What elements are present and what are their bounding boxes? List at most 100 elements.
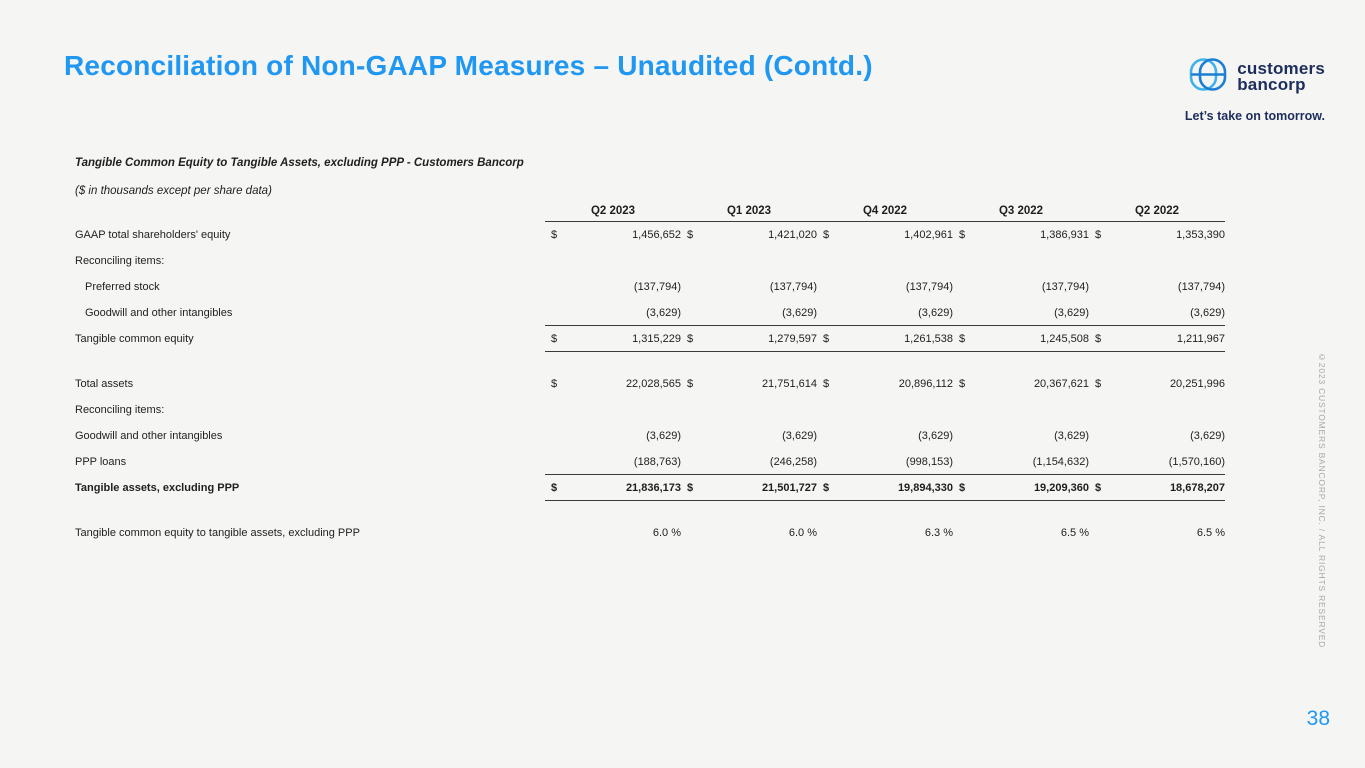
cell-value: (1,154,632) — [1032, 455, 1089, 468]
cell-value: (998,153) — [905, 455, 953, 468]
cell-value: 22,028,565 — [625, 378, 681, 390]
table-cell: (3,629) — [817, 300, 953, 325]
table-cell: (998,153) — [817, 449, 953, 474]
cell-value: (3,629) — [918, 430, 953, 442]
table-title: Tangible Common Equity to Tangible Asset… — [75, 157, 524, 169]
cell-value: 6.0 % — [788, 527, 817, 539]
dollar-sign: $ — [551, 378, 558, 390]
table-row: Tangible assets, excluding PPP $21,836,17… — [75, 475, 1225, 501]
cell-value: 20,251,996 — [1169, 378, 1225, 390]
dollar-sign: $ — [687, 332, 694, 345]
dollar-sign: $ — [823, 229, 830, 241]
table-header-columns: Q2 2023 Q1 2023 Q4 2022 Q3 2022 Q2 2022 — [545, 201, 1225, 222]
row-values: (3,629) (3,629) (3,629) (3,629) (3,629) — [545, 300, 1225, 326]
dollar-sign: $ — [959, 229, 966, 241]
cell-value: 1,353,390 — [1176, 229, 1225, 241]
table-cell: $19,894,330 — [817, 475, 953, 500]
table-spacer — [75, 352, 1225, 371]
row-label: Reconciling items: — [75, 404, 165, 416]
dollar-sign: $ — [687, 229, 694, 241]
cell-value: 6.5 % — [1196, 527, 1225, 539]
column-header: Q3 2022 — [998, 205, 1044, 217]
table-cell: (3,629) — [817, 423, 953, 449]
table-cell: 6.0 % — [545, 520, 681, 546]
table-cell: (3,629) — [953, 423, 1089, 449]
column-header: Q2 2023 — [590, 205, 636, 217]
table-cell: $1,261,538 — [817, 326, 953, 351]
cell-value: (3,629) — [646, 306, 681, 319]
cell-value: 1,402,961 — [904, 229, 953, 241]
row-label: Reconciling items: — [75, 255, 165, 267]
cell-value: 21,836,173 — [625, 481, 681, 494]
table-cell: $1,279,597 — [681, 326, 817, 351]
row-label: Tangible assets, excluding PPP — [75, 482, 240, 494]
table-row: Goodwill and other intangibles (3,629) (3,… — [75, 300, 1225, 326]
table-cell: (3,629) — [545, 300, 681, 325]
row-label: Goodwill and other intangibles — [75, 430, 223, 442]
dollar-sign: $ — [823, 481, 830, 494]
row-values: $1,315,229 $1,279,597 $1,261,538 $1,245,508… — [545, 326, 1225, 352]
brand-logo-row: customers bancorp — [1188, 56, 1325, 98]
dollar-sign: $ — [551, 229, 558, 241]
column-header: Q4 2022 — [862, 205, 908, 217]
dollar-sign: $ — [687, 378, 694, 390]
table-cell: $1,211,967 — [1089, 326, 1225, 351]
customers-bancorp-wordmark: customers bancorp — [1237, 60, 1325, 93]
row-values: $22,028,565 $21,751,614 $20,896,112 $20,367… — [545, 371, 1225, 397]
row-label: PPP loans — [75, 456, 127, 468]
table-cell: (1,570,160) — [1089, 449, 1225, 474]
dollar-sign: $ — [687, 481, 694, 494]
row-label: Tangible common equity — [75, 333, 194, 345]
cell-value: (137,794) — [1177, 281, 1225, 293]
table-cell: (137,794) — [817, 274, 953, 300]
table-row: Tangible common equity $1,315,229 $1,279,5… — [75, 326, 1225, 352]
table-cell: (188,763) — [545, 449, 681, 474]
row-label: Preferred stock — [85, 281, 160, 293]
table-cell: $21,751,614 — [681, 371, 817, 397]
table-cell: $1,402,961 — [817, 222, 953, 248]
table-row: PPP loans (188,763) (246,258) (998,153) (1,1… — [75, 449, 1225, 475]
copyright-vertical-text: ©2023 CUSTOMERS BANCORP, INC. / ALL RIGH… — [1317, 352, 1327, 649]
cell-value: (3,629) — [782, 306, 817, 319]
table-section-row: Reconciling items: — [75, 248, 1225, 274]
dollar-sign: $ — [959, 378, 966, 390]
page-number: 38 — [1306, 707, 1330, 730]
table-cell: (246,258) — [681, 449, 817, 474]
cell-value: 1,261,538 — [904, 332, 953, 345]
table-spacer — [75, 501, 1225, 520]
table-cell: (137,794) — [953, 274, 1089, 300]
cell-value: 1,421,020 — [768, 229, 817, 241]
dollar-sign: $ — [959, 332, 966, 345]
customers-bancorp-logo-icon — [1188, 56, 1228, 98]
table-cell: $18,678,207 — [1089, 475, 1225, 500]
cell-value: (3,629) — [1054, 430, 1089, 442]
table-cell: $1,245,508 — [953, 326, 1089, 351]
cell-value: 19,894,330 — [897, 481, 953, 494]
row-label: Goodwill and other intangibles — [85, 307, 233, 319]
table-cell: $1,315,229 — [545, 326, 681, 351]
table-row: Total assets $22,028,565 $21,751,614 $20,89… — [75, 371, 1225, 397]
table-row: Tangible common equity to tangible asset… — [75, 520, 1225, 546]
cell-value: 1,245,508 — [1040, 332, 1089, 345]
cell-value: (3,629) — [782, 430, 817, 442]
cell-value: (3,629) — [1054, 306, 1089, 319]
cell-value: 1,315,229 — [632, 332, 681, 345]
cell-value: 20,367,621 — [1033, 378, 1089, 390]
row-values: $21,836,173 $21,501,727 $19,894,330 $19,209… — [545, 475, 1225, 501]
table-cell: 6.5 % — [953, 520, 1089, 546]
cell-value: (3,629) — [646, 430, 681, 442]
row-label: Total assets — [75, 378, 134, 390]
cell-value: (188,763) — [633, 455, 681, 468]
cell-value: (3,629) — [1190, 430, 1225, 442]
cell-value: 21,751,614 — [761, 378, 817, 390]
cell-value: (246,258) — [769, 455, 817, 468]
reconciliation-table: Tangible Common Equity to Tangible Asset… — [75, 157, 1225, 546]
table-cell: 6.0 % — [681, 520, 817, 546]
cell-value: (1,570,160) — [1168, 455, 1225, 468]
row-label: Tangible common equity to tangible asset… — [75, 527, 360, 539]
cell-value: 1,456,652 — [632, 229, 681, 241]
cell-value: 19,209,360 — [1033, 481, 1089, 494]
dollar-sign: $ — [551, 332, 558, 345]
table-cell: $21,501,727 — [681, 475, 817, 500]
table-cell: (137,794) — [545, 274, 681, 300]
